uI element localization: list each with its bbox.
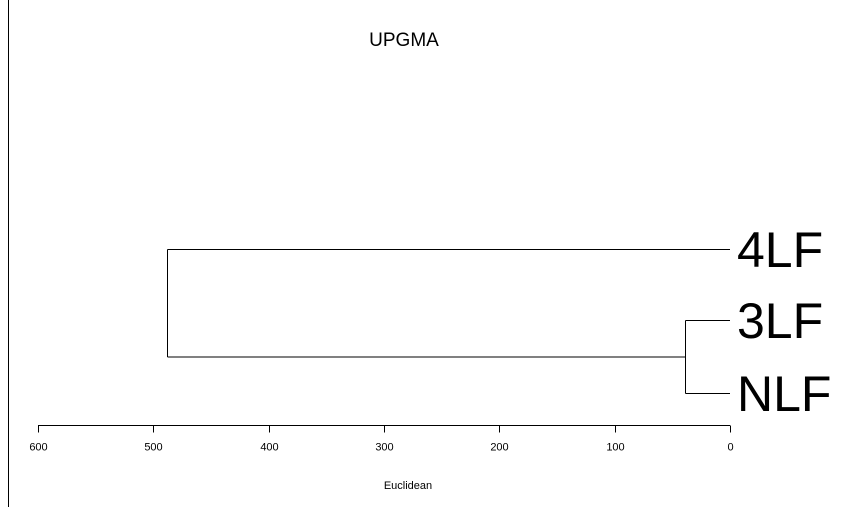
axis-tick-label: 200 — [490, 442, 508, 454]
leaf-label: 4LF — [737, 222, 823, 278]
axis-tick-label: 600 — [29, 442, 47, 454]
axis-label: Euclidean — [384, 480, 432, 492]
axis-tick-label: 0 — [727, 442, 733, 454]
leaf-label: NLF — [737, 366, 831, 422]
axis-tick-label: 100 — [606, 442, 624, 454]
axis-tick-label: 500 — [144, 442, 162, 454]
axis-tick-label: 400 — [260, 442, 278, 454]
axis-tick-label: 300 — [375, 442, 393, 454]
dendrogram-links — [167, 249, 730, 394]
leaf-label: 3LF — [737, 293, 823, 349]
chart-title: UPGMA — [369, 30, 439, 51]
distance-axis: 600 500 400 300 200 100 0 — [29, 425, 734, 454]
leaf-labels: 4LF 3LF NLF — [737, 222, 831, 422]
